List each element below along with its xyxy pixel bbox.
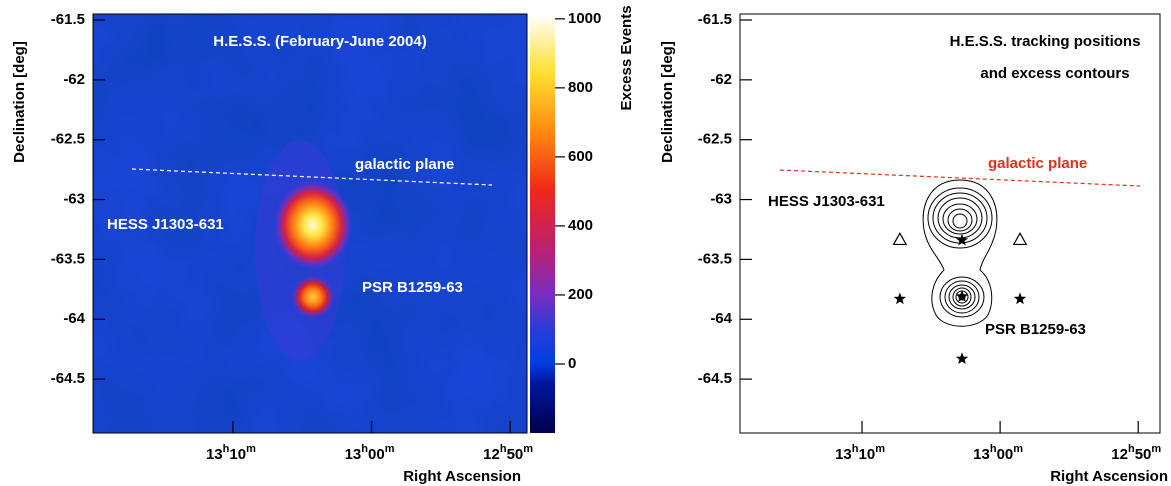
y-tick-label: -63.5 [698,250,732,267]
plot-title: H.E.S.S. tracking positions [950,33,1141,50]
tracking-star [955,352,969,364]
x-tick-label: 13h00m [973,443,1023,463]
x-tick-label: 13h10m [206,443,256,463]
colorbar-tick-label: 1000 [568,10,601,27]
y-tick-label: -62 [710,71,732,88]
y-tick-label: -61.5 [698,11,732,28]
tracking-star [955,233,969,246]
annotation: HESS J1303-631 [107,216,224,233]
colorbar-label: Excess Events [618,5,635,110]
colorbar-tick-label: 800 [568,79,593,96]
colorbar-tick-label: 600 [568,148,593,165]
x-tick-label: 12h50m [483,443,533,463]
x-axis-label: Right Ascension [1050,468,1168,485]
x-tick-label: 12h50m [1111,443,1161,463]
source-blob [273,180,353,270]
contour-outer [922,179,998,327]
x-tick-label: 13h10m [835,443,885,463]
y-tick-label: -64.5 [51,370,85,387]
colorbar-tick-label: 200 [568,286,593,303]
colorbar-tick-label: 0 [568,355,576,372]
map-title: H.E.S.S. (February-June 2004) [213,33,426,50]
colorbar-tick-label: 400 [568,217,593,234]
annotation: HESS J1303-631 [768,193,885,210]
y-tick-label: -63.5 [51,250,85,267]
tracking-star [893,292,907,305]
y-tick-label: -64.5 [698,370,732,387]
tracking-triangle [1012,232,1028,246]
tracking-star [1013,292,1027,305]
source-blob [291,275,335,319]
y-tick-label: -62.5 [698,131,732,148]
y-tick-label: -62 [63,71,85,88]
y-tick-label: -63 [710,191,732,208]
colorbar [530,14,555,433]
tracking-star [955,290,969,302]
contours [922,179,998,327]
x-axis-label: Right Ascension [403,468,521,485]
y-tick-label: -63 [63,191,85,208]
y-axis-label: Declination [deg] [11,41,28,163]
plot-frame [739,13,1161,434]
annotation: galactic plane [988,155,1087,172]
y-tick-label: -64 [710,310,732,327]
annotation: galactic plane [355,156,454,173]
tracking-triangle [892,232,908,246]
annotation: PSR B1259-63 [985,321,1086,338]
x-tick-label: 13h00m [345,443,395,463]
plot-frame [92,13,528,434]
y-tick-label: -62.5 [51,131,85,148]
y-axis-label: Declination [deg] [659,41,676,163]
y-tick-label: -61.5 [51,11,85,28]
plot-title: and excess contours [980,65,1129,82]
annotation: PSR B1259-63 [362,279,463,296]
y-tick-label: -64 [63,310,85,327]
